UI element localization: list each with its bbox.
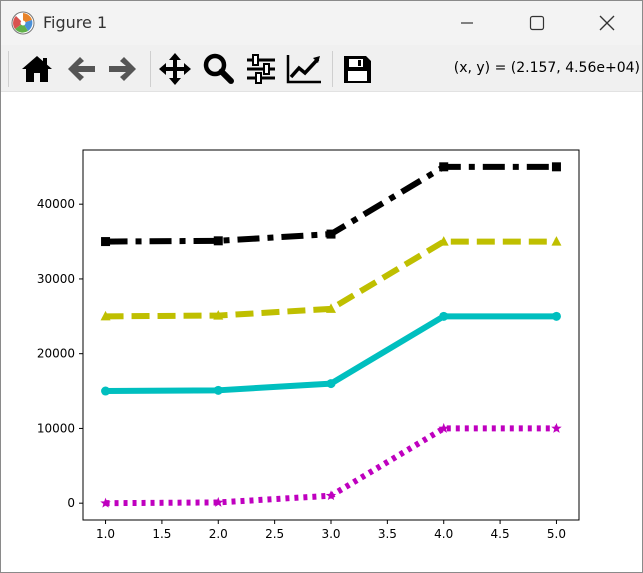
configure-subplots-button[interactable] xyxy=(242,51,280,87)
minimize-button[interactable] xyxy=(432,1,502,45)
data-point xyxy=(326,229,336,239)
line-chart: 1.0 1.5 2.0 2.5 3.0 3.5 4.0 4.5 5.0 0 10000 20000 30… xyxy=(37,149,580,541)
maximize-icon xyxy=(529,15,545,31)
cursor-coordinates: (x, y) = (2.157, 4.56e+04) xyxy=(453,60,640,76)
x-tick-label: 1.0 xyxy=(96,527,115,541)
navigation-toolbar: (x, y) = (2.157, 4.56e+04) xyxy=(1,45,642,92)
data-point xyxy=(213,310,224,320)
data-point xyxy=(551,422,562,433)
window-title: Figure 1 xyxy=(43,13,108,32)
y-tick-label: 30000 xyxy=(37,272,75,286)
save-button[interactable] xyxy=(338,51,376,87)
x-tick-label: 1.5 xyxy=(152,527,171,541)
data-point xyxy=(438,422,449,433)
floppy-disk-icon xyxy=(344,56,371,83)
magnifier-icon xyxy=(203,53,234,84)
forward-button[interactable] xyxy=(104,51,142,87)
pan-button[interactable] xyxy=(156,51,194,87)
data-point xyxy=(101,237,111,247)
home-icon xyxy=(22,56,52,82)
arrow-left-icon xyxy=(68,57,95,81)
maximize-button[interactable] xyxy=(502,1,572,45)
y-tick-label: 40000 xyxy=(37,197,75,211)
x-tick-label: 2.0 xyxy=(209,527,228,541)
data-point xyxy=(326,303,336,313)
move-icon xyxy=(159,53,191,85)
toolbar-separator xyxy=(332,51,333,87)
data-point xyxy=(101,386,111,396)
x-tick-label: 4.5 xyxy=(491,527,510,541)
data-point xyxy=(439,311,449,321)
data-point xyxy=(326,379,336,389)
data-point xyxy=(100,497,111,508)
matplotlib-icon xyxy=(11,11,35,35)
data-point xyxy=(438,236,449,246)
title-bar: Figure 1 xyxy=(1,1,642,45)
y-tick-label: 20000 xyxy=(37,347,75,361)
back-button[interactable] xyxy=(62,51,100,87)
x-tick-label: 4.0 xyxy=(434,527,453,541)
y-tick-label: 0 xyxy=(67,496,75,510)
toolbar-separator xyxy=(150,51,151,87)
arrow-right-icon xyxy=(109,57,136,81)
toolbar-grip xyxy=(8,51,9,87)
data-point xyxy=(551,311,561,321)
data-point xyxy=(213,385,223,395)
close-button[interactable] xyxy=(572,1,642,45)
x-tick-label: 3.5 xyxy=(378,527,397,541)
data-point xyxy=(100,310,111,321)
line-chart-icon xyxy=(286,55,321,84)
data-point xyxy=(551,236,562,246)
x-tick-label: 2.5 xyxy=(265,527,284,541)
data-point xyxy=(325,490,337,501)
home-button[interactable] xyxy=(18,51,56,87)
edit-axis-button[interactable] xyxy=(285,51,323,87)
x-tick-label: 5.0 xyxy=(547,527,566,541)
figure-canvas[interactable]: 1.0 1.5 2.0 2.5 3.0 3.5 4.0 4.5 5.0 0 10000 20000 30… xyxy=(1,93,642,571)
data-point xyxy=(439,162,449,172)
data-point xyxy=(213,236,223,246)
data-point xyxy=(551,162,561,172)
sliders-icon xyxy=(247,54,275,84)
zoom-button[interactable] xyxy=(199,51,237,87)
y-tick-label: 10000 xyxy=(37,421,75,435)
plot-frame xyxy=(82,149,580,521)
x-tick-label: 3.0 xyxy=(321,527,340,541)
minimize-icon xyxy=(461,22,473,24)
close-icon xyxy=(599,15,615,31)
data-point xyxy=(213,496,224,507)
